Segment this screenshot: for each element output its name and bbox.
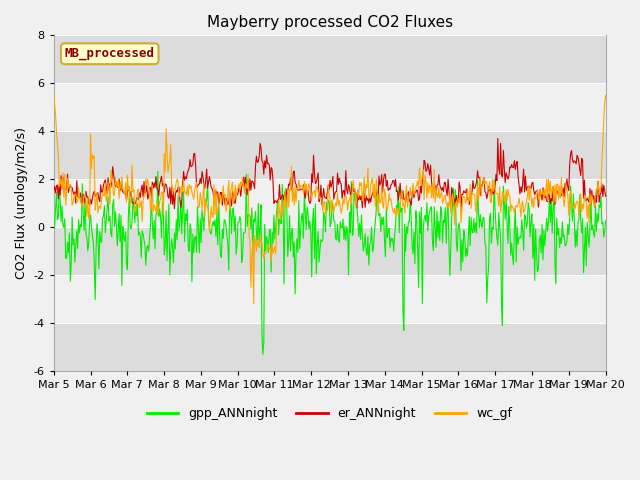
wc_gf (467, 181, 474, 187)
Legend: gpp_ANNnight, er_ANNnight, wc_gf: gpp_ANNnight, er_ANNnight, wc_gf (142, 402, 517, 425)
Bar (54, 323, 605, 371)
gpp_ANNnight (602, 218, 609, 224)
wc_gf (419, 167, 427, 172)
Bar (54, 84, 605, 131)
Bar (54, 275, 605, 323)
er_ANNnight (50, 187, 58, 193)
wc_gf (250, 301, 257, 307)
er_ANNnight (602, 193, 609, 199)
wc_gf (301, 179, 308, 184)
gpp_ANNnight (301, 210, 309, 216)
wc_gf (50, 90, 58, 96)
wc_gf (376, 200, 384, 205)
er_ANNnight (375, 173, 383, 179)
gpp_ANNnight (148, 194, 156, 200)
gpp_ANNnight (377, 229, 385, 235)
er_ANNnight (494, 135, 502, 141)
er_ANNnight (148, 194, 156, 200)
er_ANNnight (300, 182, 307, 188)
wc_gf (602, 93, 609, 98)
Y-axis label: CO2 Flux (urology/m2/s): CO2 Flux (urology/m2/s) (15, 127, 28, 279)
Text: MB_processed: MB_processed (65, 47, 155, 60)
gpp_ANNnight (50, 216, 58, 222)
gpp_ANNnight (467, 215, 475, 220)
gpp_ANNnight (420, 216, 428, 222)
er_ANNnight (419, 179, 426, 184)
gpp_ANNnight (259, 351, 267, 357)
Bar (54, 36, 605, 84)
gpp_ANNnight (193, 249, 200, 255)
Line: gpp_ANNnight: gpp_ANNnight (54, 171, 605, 354)
wc_gf (148, 206, 156, 212)
er_ANNnight (457, 207, 465, 213)
er_ANNnight (192, 162, 200, 168)
er_ANNnight (467, 196, 474, 202)
gpp_ANNnight (154, 168, 162, 174)
Bar (54, 179, 605, 227)
Line: er_ANNnight: er_ANNnight (54, 138, 605, 210)
Line: wc_gf: wc_gf (54, 93, 605, 304)
Bar (54, 131, 605, 179)
Title: Mayberry processed CO2 Fluxes: Mayberry processed CO2 Fluxes (207, 15, 452, 30)
Bar (54, 227, 605, 275)
wc_gf (192, 183, 200, 189)
